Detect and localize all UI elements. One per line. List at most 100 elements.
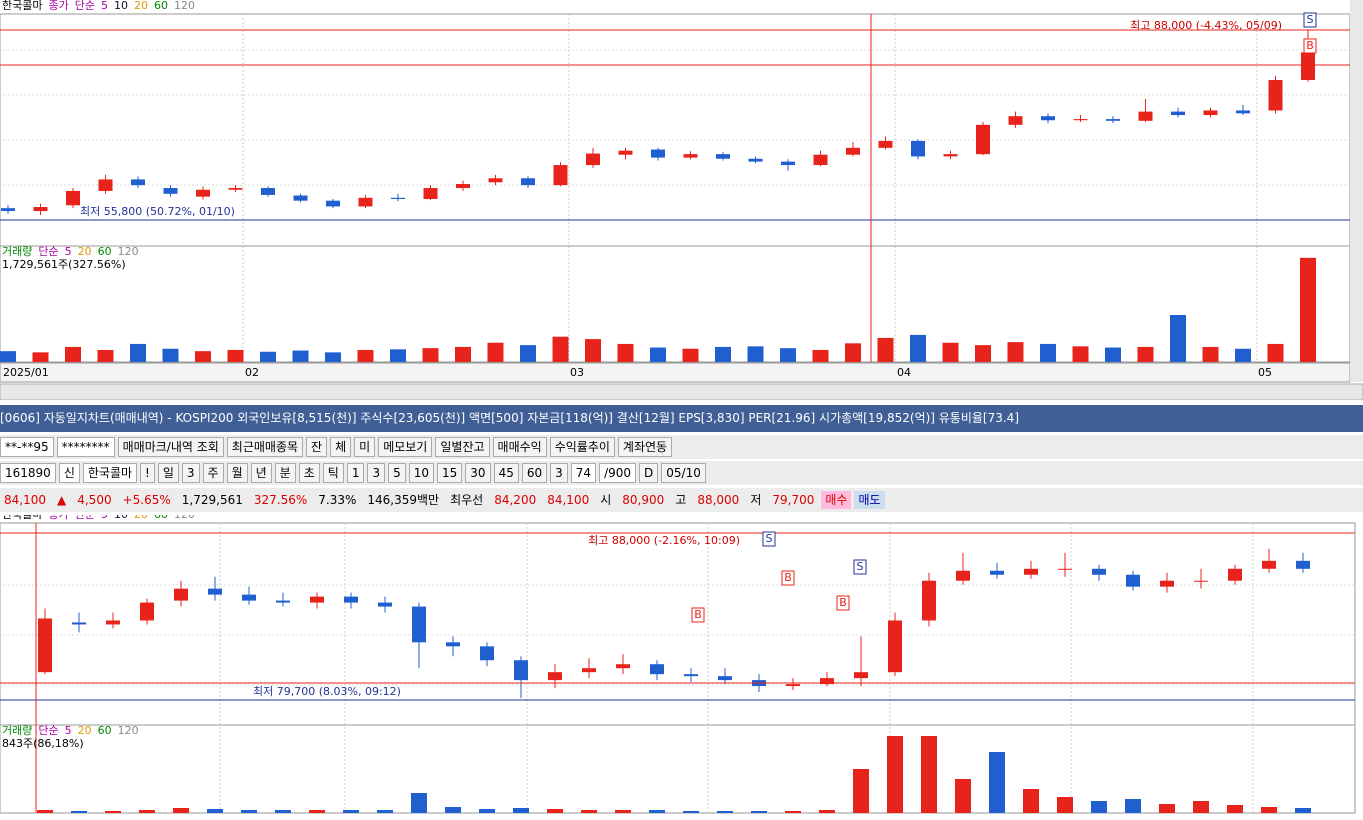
volume-bar [207, 809, 223, 813]
toolbar_2-item[interactable]: 분 [274, 463, 296, 483]
volume-bar [1202, 346, 1219, 362]
toolbar_2-item[interactable]: 3 [181, 463, 200, 483]
toolbar_1-item[interactable]: 매매수익 [492, 437, 547, 457]
volume-bar [1261, 807, 1277, 813]
trade-marker: S [766, 532, 773, 545]
candle-body [66, 190, 80, 206]
quote_row-item: 84,100 [4, 493, 46, 507]
toolbar_2-item[interactable]: 15 [437, 463, 463, 483]
volume-bar [747, 346, 764, 362]
toolbar_1-item[interactable]: 잔 [306, 437, 328, 457]
toolbar_2-item[interactable]: 년 [250, 463, 272, 483]
toolbar_1-item[interactable]: 메모보기 [378, 437, 433, 457]
candle-body [553, 165, 568, 186]
candle-body [943, 154, 958, 157]
volume-bar [130, 343, 146, 362]
legend-item: 20 [134, 0, 148, 12]
legend-item: 10 [114, 515, 128, 521]
toolbar_1-item[interactable]: 수익률추이 [549, 437, 615, 457]
toolbar_1-item[interactable]: 계좌연동 [617, 437, 673, 457]
volume-legend-item: 60 [98, 724, 112, 737]
quote_row-item: 고 [675, 493, 687, 507]
candle-body [480, 646, 494, 661]
toolbar_2-item[interactable]: 3 [550, 463, 568, 483]
toolbar_1-item[interactable]: 체 [330, 437, 352, 457]
candle-body [976, 124, 990, 155]
volume-legend-item: 5 [65, 245, 72, 258]
volume-bar [1072, 346, 1089, 362]
toolbar_1-item[interactable]: 일별잔고 [435, 437, 490, 457]
toolbar_2-item: 한국콜마 [82, 463, 138, 483]
trade-marker-box [853, 559, 867, 575]
volume-bar [853, 769, 869, 813]
candle-body [718, 676, 732, 681]
candle-body [1058, 568, 1072, 570]
toolbar_2-item[interactable]: 3 [367, 463, 386, 483]
candle-body [196, 189, 210, 197]
toolbar_2-item[interactable]: 10 [408, 463, 435, 483]
candle-body [106, 620, 120, 625]
volume-bar [1235, 348, 1251, 362]
candle-body [586, 153, 600, 166]
legend-item: 한국콜마 [2, 0, 42, 12]
volume-bar [650, 347, 666, 362]
candle-body [651, 149, 665, 158]
candle-body [514, 660, 528, 681]
candle-body [854, 672, 868, 679]
volume-bar [1227, 805, 1243, 813]
toolbar_2-item[interactable]: ! [140, 463, 155, 483]
volume-bar [377, 810, 393, 813]
volume-bar [1057, 797, 1073, 813]
legend-item: 종가 [48, 515, 68, 521]
candle-body [488, 178, 503, 183]
v-scrollbar [1350, 0, 1363, 382]
toolbar_1-item[interactable]: 매매마크/내역 조회 [117, 437, 224, 457]
candle-body [1106, 119, 1120, 121]
quote_row-item[interactable]: 매도 [854, 491, 885, 509]
toolbar_2-item[interactable]: 월 [226, 463, 248, 483]
volume-legend-item: 단순 [38, 724, 58, 737]
toolbar_2-item[interactable]: 5 [388, 463, 406, 483]
volume-bar [37, 810, 53, 813]
volume-bar [357, 349, 374, 362]
toolbar_2-item: 74 [570, 463, 597, 483]
toolbar_2-item[interactable]: 05/10 [661, 463, 706, 483]
trade-marker: B [1306, 39, 1314, 52]
toolbar_1-item[interactable]: 미 [354, 437, 376, 457]
volume-legend-item: 20 [78, 724, 92, 737]
toolbar_1-item[interactable]: 최근매매종목 [226, 437, 304, 457]
volume-bar [617, 343, 634, 362]
volume-bar [1040, 343, 1056, 362]
volume-bar [649, 810, 665, 813]
quote_row-item: 84,200 [494, 493, 537, 507]
low-label: 최저 79,700 (8.03%, 09:12) [253, 685, 401, 698]
candle-body [412, 606, 426, 643]
volume-bar [422, 348, 439, 362]
frame [0, 522, 1356, 814]
toolbar_2-item[interactable]: 일 [157, 463, 179, 483]
volume-bar [520, 345, 536, 362]
toolbar_2-item[interactable]: 30 [465, 463, 491, 483]
candle-body [131, 179, 145, 186]
toolbar_2-item[interactable]: 1 [346, 463, 365, 483]
quote_row-item: 1,729,561 [181, 493, 243, 507]
toolbar_2-item[interactable]: 45 [493, 463, 519, 483]
legend-item: 120 [174, 0, 195, 12]
toolbar_2-item[interactable]: 60 [521, 463, 548, 483]
quote_row-item: 84,100 [547, 493, 590, 507]
volume-bar [162, 348, 179, 362]
toolbar_2-item[interactable]: 틱 [322, 463, 344, 483]
volume-bar [585, 339, 601, 362]
volume-bar [975, 345, 991, 362]
volume-bar [819, 810, 835, 813]
h-scrollbar [0, 383, 1363, 400]
toolbar_2-item[interactable]: 주 [202, 463, 224, 483]
toolbar_2-item[interactable]: D [639, 463, 659, 483]
volume-bar [1170, 315, 1186, 362]
quote_row-item: 저 [750, 493, 762, 507]
quote_row-item: 327.56% [253, 493, 308, 507]
toolbar_2-item[interactable]: 초 [298, 463, 320, 483]
volume-bar [1137, 346, 1154, 362]
candle-body [820, 678, 834, 685]
quote_row-item[interactable]: 매수 [821, 491, 852, 509]
